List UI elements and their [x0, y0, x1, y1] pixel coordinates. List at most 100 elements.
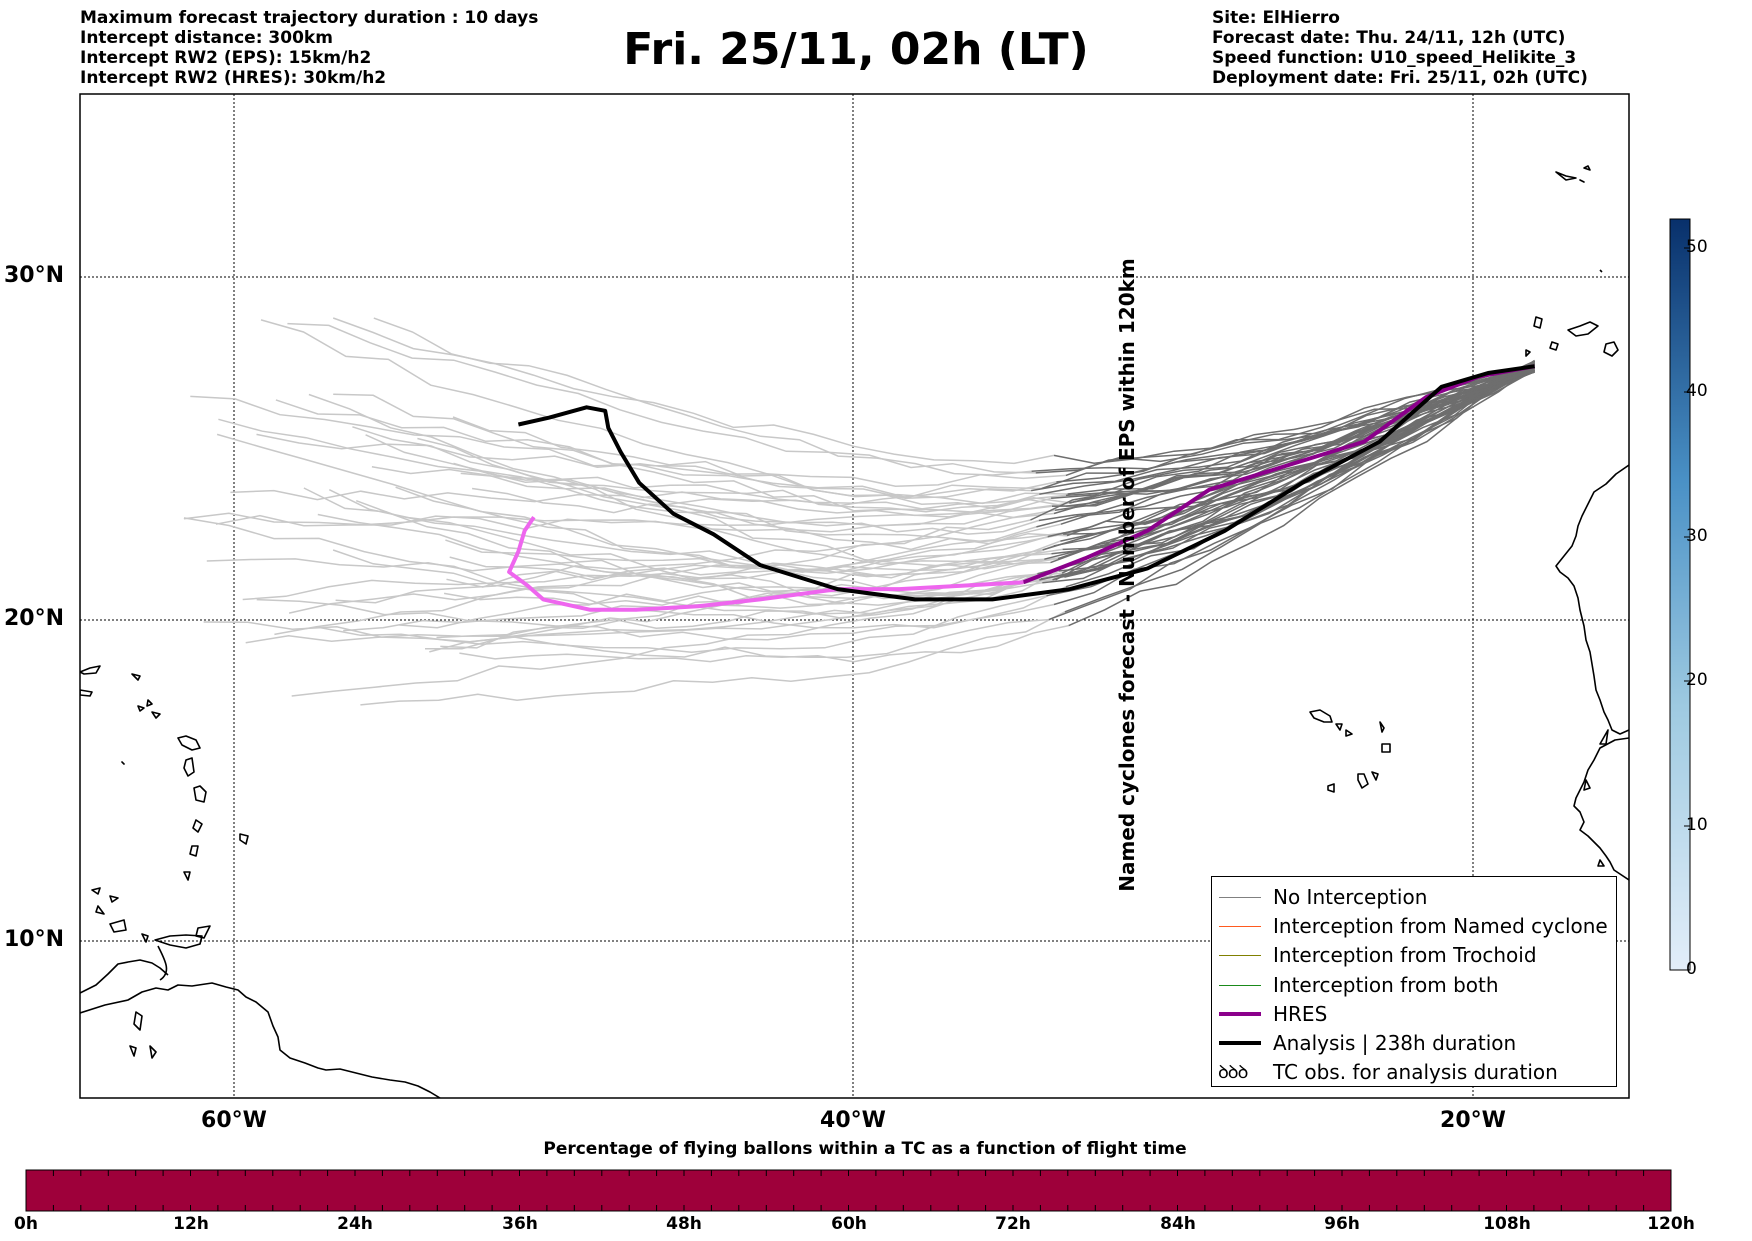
info-line: Forecast date: Thu. 24/11, 12h (UTC) [1212, 28, 1566, 48]
colorbar-ticks [1684, 247, 1690, 971]
analysis-trajectory [517, 364, 1535, 602]
coastline-venezuela-gulf [80, 959, 169, 994]
eps-member-trajectory [352, 426, 1062, 543]
coastline-capeverde [1309, 709, 1353, 737]
lon-label: 40°W [820, 1108, 886, 1133]
strip-tick-label: 72h [995, 1214, 1031, 1234]
coastline-africa [1555, 464, 1629, 735]
eps-member-trajectory [333, 393, 1055, 519]
colorbar-tick-label: 20 [1686, 670, 1708, 690]
eps-member-trajectory [308, 393, 1045, 565]
colorbar-tick-label: 10 [1686, 815, 1708, 835]
coastline-canary [1525, 316, 1559, 357]
colorbar-tick-label: 30 [1686, 526, 1708, 546]
legend-entry: ꝺꝺꝺ TC obs. for analysis duration [1212, 1058, 1616, 1087]
eps-member-trajectory [1050, 371, 1535, 564]
coastline-antilles [129, 933, 157, 1059]
trochoid-swatch [1219, 955, 1261, 957]
colorbar-title: Named cyclones forecast - Number of EPS … [1115, 258, 1139, 892]
strip-tick-label: 24h [337, 1214, 373, 1234]
eps-member-trajectory [1037, 363, 1535, 575]
info-line: Site: ElHierro [1212, 8, 1340, 28]
coastline-trinidad [195, 925, 211, 939]
legend: No Interception Interception from Named … [1211, 876, 1617, 1087]
eps-member-trajectory [1068, 364, 1536, 627]
page-title: Fri. 25/11, 02h (LT) [623, 24, 1089, 75]
legend-label: HRES [1273, 1001, 1328, 1026]
lon-label: 20°W [1440, 1108, 1506, 1133]
param-line: Intercept RW2 (EPS): 15km/h2 [80, 48, 372, 68]
coastline-africa [1583, 729, 1609, 867]
eps-member-trajectory [183, 517, 1040, 615]
eps-member-trajectory [1048, 359, 1536, 621]
coastlines [80, 165, 1629, 1098]
strip-tick-label: 120h [1647, 1214, 1695, 1234]
coastline-canary [1567, 321, 1619, 357]
eps-member-trajectory [1063, 370, 1535, 535]
colorbar-tick-label: 40 [1686, 381, 1708, 401]
lon-label: 60°W [201, 1108, 267, 1133]
coastline-madeira [1555, 165, 1591, 183]
eps-member-trajectory [275, 399, 1032, 500]
legend-label: Interception from Trochoid [1273, 943, 1537, 968]
legend-label: TC obs. for analysis duration [1273, 1060, 1558, 1085]
coastline-south-america [80, 982, 441, 1098]
no-interception-swatch [1219, 897, 1261, 898]
legend-entry: Interception from both [1212, 971, 1616, 1000]
colorbar-tick-label: 50 [1686, 237, 1708, 257]
strip-tick-label: 0h [14, 1214, 38, 1234]
eps-member-trajectory [287, 322, 1036, 474]
eps-trajectories-far [183, 317, 1070, 706]
eps-member-trajectory [183, 493, 1040, 527]
tc-percentage-strip [25, 1169, 1672, 1212]
lat-label: 20°N [4, 606, 65, 631]
legend-label: Interception from both [1273, 972, 1499, 997]
legend-entry: HRES [1212, 1000, 1616, 1029]
strip-tick-label: 12h [173, 1214, 209, 1234]
coastline-antilles [131, 673, 161, 719]
strip-tick-marks [25, 1170, 1672, 1211]
eps-member-trajectory [203, 594, 1047, 654]
coastline-antilles [91, 887, 127, 933]
info-line: Speed function: U10_speed_Helikite_3 [1212, 48, 1577, 68]
colorbar [1669, 218, 1691, 971]
legend-label: Analysis | 238h duration [1273, 1030, 1517, 1055]
lat-label: 10°N [4, 927, 65, 952]
coastline-tiny-island [1599, 269, 1603, 273]
site-info: Site: ElHierro Forecast date: Thu. 24/11… [1212, 8, 1588, 88]
coastline-antilles [183, 785, 207, 881]
param-line: Intercept RW2 (HRES): 30km/h2 [80, 68, 387, 88]
param-line: Intercept distance: 300km [80, 28, 333, 48]
info-line: Deployment date: Fri. 25/11, 02h (UTC) [1212, 68, 1588, 88]
eps-member-trajectory [216, 433, 1052, 576]
lat-label: 30°N [4, 263, 65, 288]
eps-member-trajectory [1067, 371, 1535, 495]
strip-tick-label: 84h [1160, 1214, 1196, 1234]
eps-member-trajectory [256, 433, 1066, 487]
map-frame [79, 93, 1630, 1099]
hres-trajectory-far [507, 515, 1024, 612]
eps-member-trajectory [245, 572, 1063, 644]
eps-member-trajectory [429, 579, 1056, 653]
named-cyclone-swatch [1219, 926, 1261, 928]
analysis-swatch [1219, 1040, 1261, 1045]
eps-member-trajectory [332, 549, 1055, 629]
eps-member-trajectory [1035, 366, 1535, 474]
coastline-capeverde [1327, 721, 1391, 793]
coastline-antilles [121, 761, 249, 845]
coastline-antilles [177, 735, 201, 777]
coastline-antilles [80, 665, 101, 697]
strip-tick-label: 96h [1324, 1214, 1360, 1234]
forecast-parameters: Maximum forecast trajectory duration : 1… [80, 8, 538, 88]
tc-obs-icon: ꝺꝺꝺ [1218, 1062, 1248, 1084]
coastline-africa [1573, 737, 1629, 881]
eps-member-trajectory [274, 519, 1031, 636]
eps-member-trajectory [360, 611, 1066, 706]
eps-member-trajectory [1036, 362, 1535, 528]
legend-label: No Interception [1273, 885, 1428, 909]
strip-tick-label: 36h [502, 1214, 538, 1234]
legend-entry: Interception from Trochoid [1212, 941, 1616, 970]
coastline-caribbean-bay [154, 934, 203, 949]
eps-member-trajectory [1060, 361, 1535, 525]
